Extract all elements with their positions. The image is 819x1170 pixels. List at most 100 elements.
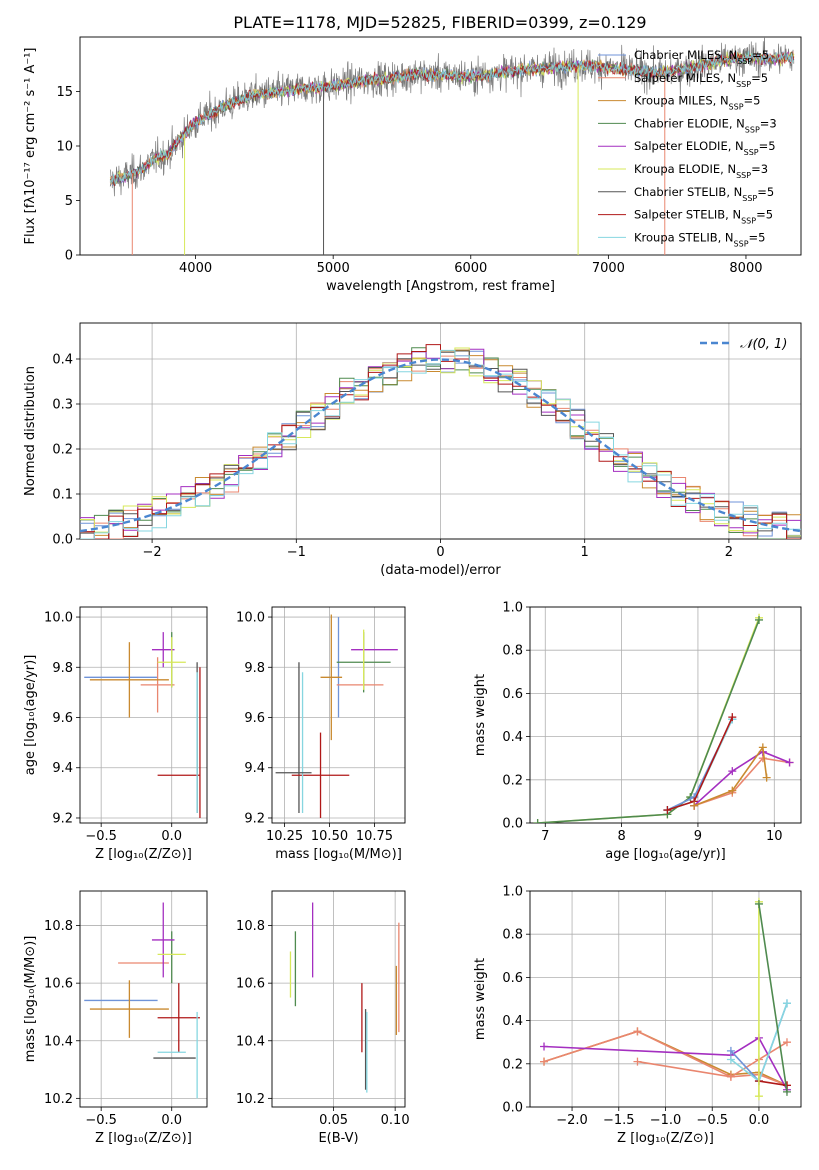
y-tick-label: 0.2: [502, 773, 523, 788]
plus-marker: [754, 1092, 763, 1101]
y-axis-label: age [log₁₀(age/yr)]: [23, 655, 38, 776]
plus-marker: [782, 1087, 791, 1096]
y-tick-label: 0.0: [502, 1101, 523, 1116]
y-tick-label: 0.4: [52, 353, 73, 368]
residual-histograms: [80, 344, 801, 539]
x-tick-label: 1: [581, 545, 589, 560]
y-tick-label: 9.4: [244, 761, 265, 776]
y-axis-label: Normed distribution: [23, 366, 38, 496]
series-line: [693, 757, 790, 807]
y-tick-label: 10.2: [236, 1092, 265, 1107]
y-tick-label: 10.2: [44, 1092, 73, 1107]
y-axis-label: mass weight: [473, 958, 488, 1040]
y-tick-label: 0.0: [502, 817, 523, 832]
spectrum-lines: [109, 37, 795, 255]
axes-frame: [79, 606, 208, 824]
plus-marker: [728, 786, 737, 795]
x-axis-label: E(B-V): [318, 1131, 358, 1146]
x-tick-label: 10.50: [311, 829, 348, 844]
spectrum-model-line: [109, 51, 795, 187]
plus-marker: [690, 801, 699, 810]
y-tick-label: 0.0: [52, 533, 73, 548]
legend-entry: Salpeter MILES, NSSP=5: [634, 71, 768, 89]
x-axis-label: Z [log₁₀(Z/Z⊙)]: [617, 1131, 714, 1146]
plus-marker: [633, 1027, 642, 1036]
plus-marker: [726, 1046, 735, 1055]
x-axis-label: age [log₁₀(age/yr)]: [605, 847, 726, 862]
y-tick-label: 0.2: [52, 443, 73, 458]
x-tick-label: −1: [287, 545, 306, 560]
x-tick-label: 0.0: [161, 829, 182, 844]
age-vs-Z-points: [84, 632, 201, 818]
y-tick-label: 0: [65, 249, 73, 264]
x-tick-label: 10.25: [266, 829, 303, 844]
x-tick-label: 10: [766, 829, 783, 844]
x-axis-label: (data-model)/error: [380, 563, 501, 578]
legend-entry: Salpeter STELIB, NSSP=5: [634, 208, 773, 226]
x-tick-label: 8: [617, 829, 625, 844]
y-tick-label: 0.8: [502, 928, 523, 943]
series-line: [758, 1080, 788, 1087]
series-line: [537, 617, 760, 823]
x-tick-label: 0: [436, 545, 444, 560]
y-tick-label: 10: [56, 140, 73, 155]
y-tick-label: 9.6: [52, 711, 73, 726]
y-tick-label: 0.1: [52, 488, 73, 503]
plus-marker: [762, 773, 771, 782]
legend-entry: Kroupa STELIB, NSSP=5: [634, 230, 765, 248]
y-tick-label: 9.2: [244, 811, 265, 826]
plus-marker: [758, 743, 767, 752]
y-tick-label: 10.8: [44, 919, 73, 934]
y-axis-label: mass [log₁₀(M/M⊙)]: [23, 936, 38, 1063]
y-tick-label: 1.0: [502, 601, 523, 616]
residual-legend: 𝒩(0, 1): [700, 337, 787, 352]
x-tick-label: 2: [725, 545, 733, 560]
x-tick-label: −0.5: [85, 829, 117, 844]
legend-entry: Chabrier ELODIE, NSSP=3: [634, 116, 777, 133]
x-tick-label: 7: [541, 829, 549, 844]
axes-frame: [79, 36, 802, 256]
y-tick-label: 9.8: [244, 661, 265, 676]
mass-vs-EBV-axes: 0.05 0.10 10.2 10.4 10.6 10.8 E(B-V): [236, 890, 410, 1146]
legend-entry: 𝒩(0, 1): [740, 337, 787, 352]
legend-entry: Salpeter ELODIE, NSSP=5: [634, 139, 776, 157]
y-tick-label: 9.2: [52, 811, 73, 826]
x-axis-label: mass [log₁₀(M/M⊙)]: [275, 847, 402, 862]
mass-weight-vs-Z-axes: −2.0 −1.5 −1.0 −0.5 0.0 0.0 0.2 0.4 0.6 0.8 1.0 Z […: [473, 885, 802, 1146]
y-tick-label: 0.6: [502, 971, 523, 986]
plus-marker: [755, 615, 764, 624]
series-line: [637, 1041, 788, 1078]
x-tick-label: 5000: [317, 261, 350, 276]
axes-frame: [271, 606, 406, 824]
y-tick-label: 10.6: [236, 977, 265, 992]
y-tick-label: 10.0: [44, 611, 73, 626]
plus-marker: [533, 819, 542, 823]
plus-marker: [633, 1057, 642, 1066]
x-tick-label: 4000: [179, 261, 212, 276]
axes-frame: [529, 890, 802, 1108]
mass-weight-vs-age-series: [533, 613, 794, 823]
x-tick-label: −1.5: [603, 1113, 635, 1128]
legend-entry: Kroupa ELODIE, NSSP=3: [634, 162, 768, 180]
x-axis-label: Z [log₁₀(Z/Z⊙)]: [95, 1131, 192, 1146]
x-tick-label: −0.5: [696, 1113, 728, 1128]
x-tick-label: 0.0: [161, 1113, 182, 1128]
y-tick-label: 0.4: [502, 1014, 523, 1029]
histogram-series: [80, 349, 801, 539]
series-line: [758, 903, 788, 1093]
x-tick-label: −2: [143, 545, 162, 560]
y-tick-label: 10.8: [236, 919, 265, 934]
age-vs-Z-axes: −0.5 0.0 9.2 9.4 9.6 9.8 10.0 Z [log₁₀(Z/Z⊙)] ag…: [23, 606, 208, 862]
x-tick-label: 10.75: [356, 829, 393, 844]
plus-marker: [754, 899, 763, 908]
spectrum-legend: Chabrier MILES, NSSP=5 Salpeter MILES, NS…: [598, 48, 777, 248]
y-axis-label: Flux [fλ10⁻¹⁷ erg cm⁻² s⁻¹ A⁻¹]: [23, 48, 38, 245]
y-tick-label: 5: [65, 194, 73, 209]
series-line: [543, 1036, 788, 1091]
mass-weight-vs-Z-series: [540, 897, 791, 1101]
series-line: [693, 750, 790, 807]
y-tick-label: 1.0: [502, 885, 523, 900]
normal-curve: [80, 358, 801, 533]
axes-frame: [79, 890, 208, 1108]
y-tick-label: 15: [56, 85, 73, 100]
